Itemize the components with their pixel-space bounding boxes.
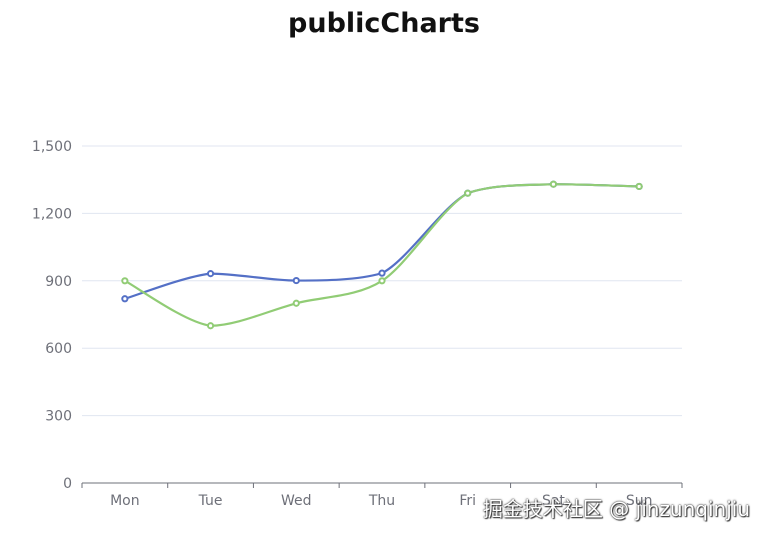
- series-2-point[interactable]: [464, 189, 472, 197]
- chart-title: publicCharts: [288, 8, 480, 39]
- x-tick-label: Tue: [198, 493, 223, 509]
- x-tick-label: Thu: [368, 493, 395, 509]
- series-2-point[interactable]: [378, 277, 386, 285]
- series-2-point[interactable]: [121, 277, 129, 285]
- y-tick-label: 1,200: [32, 206, 72, 222]
- series-1-point[interactable]: [292, 276, 300, 285]
- y-tick-label: 600: [45, 341, 72, 357]
- x-axis-labels: Mon Tue Wed Thu Fri Sat Sun: [110, 493, 652, 509]
- watermark-text: 掘金技术社区 @ jinzunqinjiu: [482, 497, 750, 521]
- data-points: [121, 180, 643, 330]
- y-tick-label: 0: [63, 476, 72, 492]
- x-axis: [81, 482, 683, 488]
- y-axis-labels: 0 300 600 900 1,200 1,500: [32, 139, 72, 492]
- series-1-point[interactable]: [378, 269, 386, 277]
- x-tick-label: Sun: [626, 493, 653, 509]
- series-1-point[interactable]: [206, 270, 215, 278]
- y-tick-label: 900: [45, 274, 72, 290]
- series-2-point[interactable]: [635, 182, 643, 191]
- x-tick-label: Sat: [542, 493, 565, 509]
- y-tick-label: 300: [45, 409, 72, 425]
- series-2-point[interactable]: [206, 322, 215, 330]
- series-line-2: [124, 183, 640, 327]
- x-tick-label: Wed: [281, 493, 312, 509]
- series-lines: [124, 183, 640, 327]
- x-tick-label: Fri: [459, 493, 476, 509]
- y-tick-label: 1,500: [32, 139, 72, 155]
- series-2-point[interactable]: [549, 180, 558, 188]
- x-tick-label: Mon: [110, 493, 140, 509]
- series-1-point[interactable]: [121, 295, 129, 303]
- series-2-point[interactable]: [292, 299, 300, 307]
